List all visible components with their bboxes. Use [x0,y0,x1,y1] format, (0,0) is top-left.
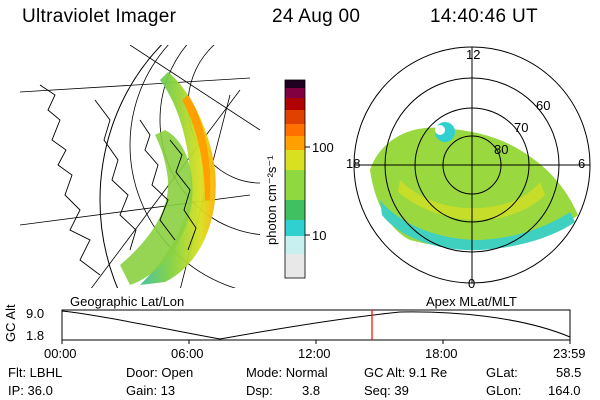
lat-label-60: 60 [536,98,551,113]
filter-info: Flt: LBHL [8,365,63,380]
glat-value: 58.5 [556,365,582,380]
ip-info: IP: 36.0 [8,383,53,398]
mlt-label-18: 18 [346,156,361,171]
image-time: 14:40:46 UT [430,6,538,27]
colorbar [284,79,310,279]
image-date: 24 Aug 00 [272,6,361,27]
glon-label: GLon: [486,383,522,398]
door-info: Door: Open [126,365,194,380]
gc-alt-info: GC Alt: 9.1 Re [364,365,448,380]
mlt-label-6: 6 [578,156,586,171]
time-tick-1200: 12:00 [298,346,331,361]
mlt-label-12: 12 [466,47,481,62]
mlt-label-0: 0 [468,276,476,291]
instrument-title: Ultraviolet Imager [22,6,177,27]
time-tick-2359: 23:59 [553,346,586,361]
time-tick-1800: 18:00 [425,346,458,361]
time-tick-0600: 06:00 [171,346,204,361]
altitude-ytick-high: 9.0 [26,306,45,321]
glon-value: 164.0 [548,383,581,398]
colorbar-tick-10: 10 [312,228,327,243]
colorbar-tick-100: 100 [312,140,334,155]
altitude-plot [61,309,571,344]
altitude-ylabel: GC Alt [3,304,18,342]
geo-panel-label: Geographic Lat/Lon [70,294,185,309]
dsp-label: Dsp: [246,383,273,398]
dsp-value: 3.8 [302,383,321,398]
glat-label: GLat: [486,365,518,380]
mode-info: Mode: Normal [246,365,328,380]
gain-info: Gain: 13 [126,383,176,398]
lat-label-80: 80 [494,142,509,157]
geographic-map [20,45,260,288]
altitude-ytick-low: 1.8 [26,328,45,343]
time-tick-0000: 00:00 [44,346,77,361]
seq-info: Seq: 39 [364,383,409,398]
polar-plot [353,46,591,284]
colorbar-unit-label: photon cm⁻²s⁻¹ [264,155,279,245]
polar-panel-label: Apex MLat/MLT [426,294,517,309]
lat-label-70: 70 [514,120,529,135]
